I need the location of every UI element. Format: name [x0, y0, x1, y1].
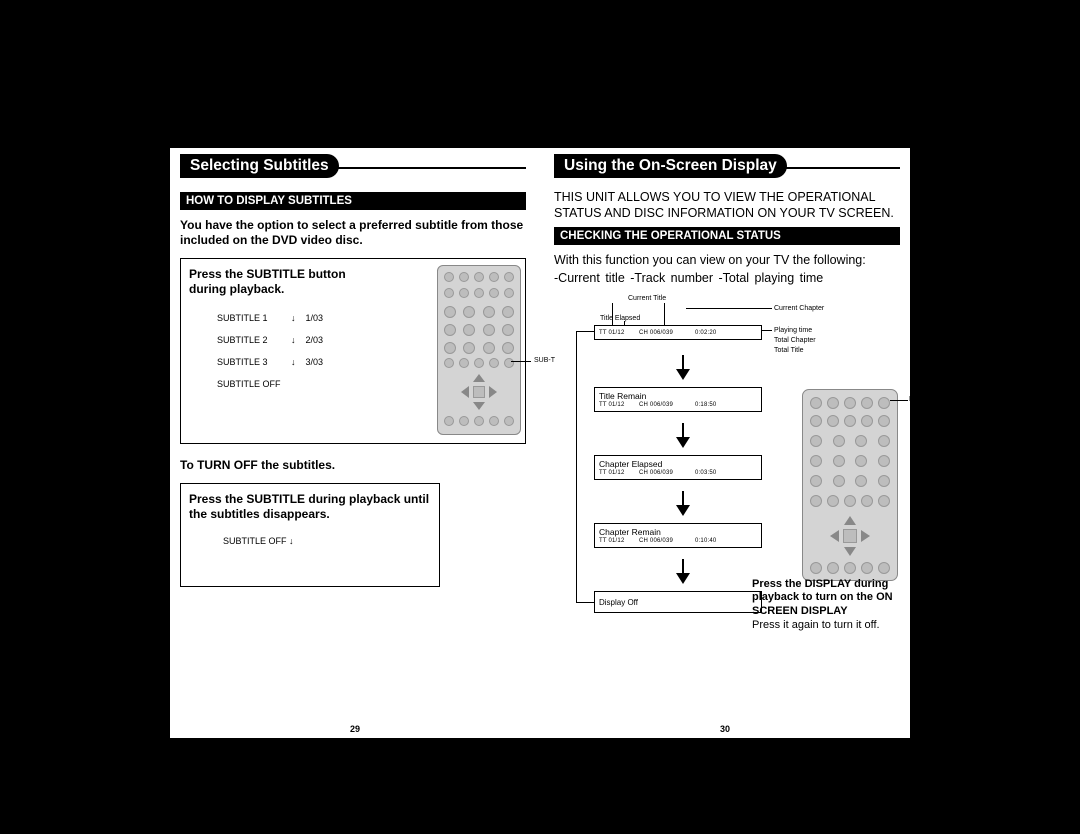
func-line: With this function you can view on your …: [554, 253, 900, 269]
label-total-chapter: Total Chapter: [774, 337, 816, 344]
section-tab-right: Using the On-Screen Display: [554, 154, 787, 178]
step1-heading: Press the SUBTITLE button during playbac…: [189, 267, 369, 297]
intro-right-caps: THIS UNIT ALLOWS YOU TO VIEW THE OPERATI…: [554, 190, 900, 221]
remote-illustration-right: [802, 389, 898, 581]
items-line: -Current title -Track number -Total play…: [554, 271, 900, 287]
press-display-text: Press the DISPLAY during playback to tur…: [752, 578, 900, 633]
label-total-title: Total Title: [774, 347, 804, 354]
label-title-elapsed: Title Elapsed: [600, 315, 640, 322]
label-current-title: Current Title: [628, 295, 666, 302]
step2-heading: Press the SUBTITLE during playback until…: [189, 492, 431, 522]
label-playing-time: Playing time: [774, 327, 812, 334]
step2-row: SUBTITLE OFF ↓: [223, 536, 431, 546]
remote-illustration-left: [437, 265, 521, 435]
remote-callout-display: DISPLAY: [909, 396, 938, 403]
page-number-right: 30: [720, 724, 730, 734]
step-box-1: Press the SUBTITLE button during playbac…: [180, 258, 526, 444]
subheading-right: CHECKING THE OPERATIONAL STATUS: [554, 227, 900, 245]
page-right: Using the On-Screen Display THIS UNIT AL…: [540, 148, 910, 738]
intro-left: You have the option to select a preferre…: [180, 218, 526, 248]
section-tab-left: Selecting Subtitles: [180, 154, 339, 178]
page-number-left: 29: [350, 724, 360, 734]
osd-diagram: Current Title Title Elapsed Current Chap…: [576, 297, 900, 637]
page-left: Selecting Subtitles HOW TO DISPLAY SUBTI…: [170, 148, 540, 738]
subheading-left: HOW TO DISPLAY SUBTITLES: [180, 192, 526, 210]
step-box-2: Press the SUBTITLE during playback until…: [180, 483, 440, 587]
label-current-chapter: Current Chapter: [774, 305, 824, 312]
manual-spread: Selecting Subtitles HOW TO DISPLAY SUBTI…: [170, 148, 910, 738]
turn-off-heading: To TURN OFF the subtitles.: [180, 458, 526, 473]
